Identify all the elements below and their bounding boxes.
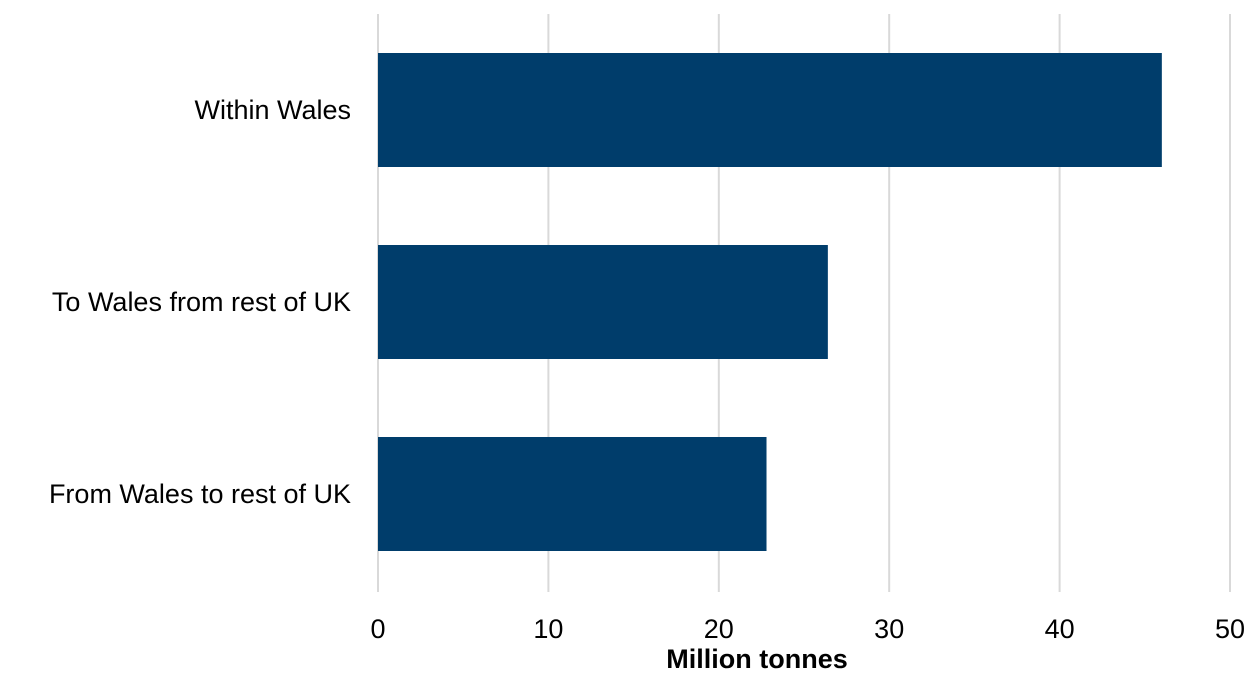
x-tick-label-40: 40	[1045, 614, 1075, 644]
x-tick-label-0: 0	[370, 614, 385, 644]
x-tick-label-50: 50	[1215, 614, 1245, 644]
category-labels: Within Wales To Wales from rest of UK From…	[49, 95, 351, 509]
category-label-0: Within Wales	[194, 95, 351, 125]
bars	[378, 53, 1162, 551]
x-tick-label-10: 10	[533, 614, 563, 644]
x-axis-tick-labels: 0 10 20 30 40 50	[370, 614, 1245, 644]
bar-2	[378, 437, 767, 551]
x-tick-label-30: 30	[874, 614, 904, 644]
category-label-1: To Wales from rest of UK	[52, 287, 351, 317]
x-tick-label-20: 20	[704, 614, 734, 644]
bar-0	[378, 53, 1162, 167]
bar-1	[378, 245, 828, 359]
category-label-2: From Wales to rest of UK	[49, 479, 351, 509]
x-axis-title: Million tonnes	[666, 644, 848, 674]
